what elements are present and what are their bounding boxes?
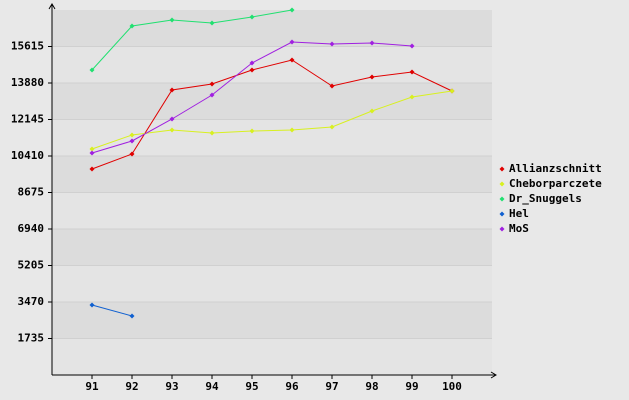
legend-marker xyxy=(499,196,505,202)
y-arrow xyxy=(48,3,56,10)
series-line xyxy=(91,90,453,150)
point xyxy=(169,116,175,122)
legend-label: MoS xyxy=(509,222,529,235)
x-arrow xyxy=(490,371,497,379)
point xyxy=(209,81,215,87)
x-tick-label: 95 xyxy=(245,380,258,393)
legend-label: Hel xyxy=(509,207,529,220)
point xyxy=(129,23,135,29)
plot-band xyxy=(52,229,492,266)
point xyxy=(89,146,95,152)
point xyxy=(409,94,415,100)
legend-marker xyxy=(499,181,505,187)
series-line xyxy=(91,9,293,71)
plot-band xyxy=(52,302,492,339)
x-tick-label: 100 xyxy=(442,380,462,393)
y-tick-label: 8675 xyxy=(18,186,45,199)
point xyxy=(169,17,175,23)
y-tick-label: 1735 xyxy=(18,332,45,345)
point xyxy=(369,74,375,80)
point xyxy=(169,87,175,93)
point xyxy=(329,83,335,89)
y-tick-label: 13880 xyxy=(11,76,44,89)
point xyxy=(289,57,295,63)
point xyxy=(209,130,215,136)
point xyxy=(249,67,255,73)
x-tick-label: 94 xyxy=(205,380,219,393)
point xyxy=(129,132,135,138)
point xyxy=(369,108,375,114)
point xyxy=(249,128,255,134)
point xyxy=(329,41,335,47)
series-line xyxy=(91,59,453,170)
point xyxy=(89,67,95,73)
y-tick-label: 3470 xyxy=(18,295,45,308)
point xyxy=(169,127,175,133)
point xyxy=(129,151,135,157)
legend-label: Dr_Snuggels xyxy=(509,192,582,205)
x-tick-label: 98 xyxy=(365,380,378,393)
x-tick-label: 99 xyxy=(405,380,418,393)
point xyxy=(209,92,215,98)
x-tick-label: 96 xyxy=(285,380,299,393)
point xyxy=(289,39,295,45)
plot-band xyxy=(52,338,492,375)
plot-band xyxy=(52,265,492,302)
point xyxy=(89,150,95,156)
y-tick-label: 5205 xyxy=(18,259,45,272)
point xyxy=(329,124,335,130)
point xyxy=(129,138,135,144)
point xyxy=(289,127,295,133)
plot-band xyxy=(52,192,492,229)
point xyxy=(89,302,95,308)
x-tick-label: 92 xyxy=(125,380,138,393)
x-tick-label: 97 xyxy=(325,380,338,393)
point xyxy=(289,7,295,13)
point xyxy=(89,166,95,172)
point xyxy=(249,60,255,66)
y-tick-label: 10410 xyxy=(11,149,44,162)
point xyxy=(409,43,415,49)
legend-marker xyxy=(499,211,505,217)
plot-band xyxy=(52,156,492,193)
point xyxy=(129,313,135,319)
legend-marker xyxy=(499,226,505,232)
point xyxy=(409,69,415,75)
legend-label: Allianzschnitt xyxy=(509,162,602,175)
plot-band xyxy=(52,10,492,47)
y-tick-label: 12145 xyxy=(11,113,44,126)
legend-marker xyxy=(499,166,505,172)
point xyxy=(369,40,375,46)
y-tick-label: 6940 xyxy=(18,222,45,235)
y-tick-label: 15615 xyxy=(11,40,44,53)
plot-band xyxy=(52,83,492,120)
point xyxy=(249,14,255,20)
plot-band xyxy=(52,119,492,156)
point xyxy=(209,20,215,26)
x-tick-label: 91 xyxy=(85,380,99,393)
series-line xyxy=(91,304,133,317)
legend-label: Cheborparczete xyxy=(509,177,602,190)
point xyxy=(449,88,455,94)
x-tick-label: 93 xyxy=(165,380,178,393)
